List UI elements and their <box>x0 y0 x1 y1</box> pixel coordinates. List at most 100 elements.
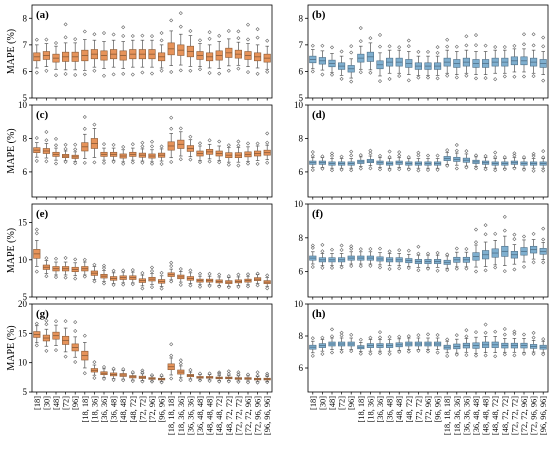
box-outlier <box>207 371 212 376</box>
box-outlier <box>73 72 78 77</box>
box-outlier <box>169 18 174 23</box>
y-tick-label: 10 <box>18 358 28 368</box>
box-outlier <box>531 32 536 37</box>
box-outlier <box>531 153 536 159</box>
box-outlier <box>339 333 344 338</box>
box-outlier <box>101 266 107 271</box>
box-outlier <box>358 153 363 158</box>
y-tick-label: 10 <box>294 100 304 110</box>
box-outlier <box>63 354 68 359</box>
box-outlier <box>377 246 383 251</box>
box-outlier <box>310 353 315 358</box>
box-outlier <box>406 78 411 83</box>
box-outlier <box>473 353 479 358</box>
box-outlier <box>541 35 546 40</box>
box-outlier <box>63 255 68 260</box>
box-outlier <box>387 44 392 49</box>
x-tick-label: [18] <box>309 396 318 410</box>
y-tick-label: 8 <box>299 133 304 143</box>
box-outlier <box>397 167 402 172</box>
x-tick-label: [72, 72, 96] <box>520 396 529 435</box>
box-outlier <box>130 379 135 384</box>
box-outlier <box>34 231 39 236</box>
box-outlier <box>101 263 107 268</box>
box-outlier <box>121 367 126 372</box>
box-outlier <box>92 68 97 73</box>
box-outlier <box>44 138 49 143</box>
x-tick-label: [72, 72] <box>414 396 423 423</box>
box-outlier <box>531 43 536 48</box>
box-outlier <box>339 243 344 248</box>
box-outlier <box>435 50 440 55</box>
box-outlier <box>473 166 479 171</box>
box-outlier <box>53 161 59 166</box>
box-outlier <box>425 349 431 354</box>
box-outlier <box>82 274 87 279</box>
box-outlier <box>531 231 536 236</box>
y-axis-label: MAPE (%) <box>6 128 17 173</box>
box-outlier <box>92 160 97 165</box>
box-outlier <box>473 240 479 245</box>
box-outlier <box>483 43 488 48</box>
box-outlier <box>149 285 155 290</box>
plot-frame <box>307 104 549 198</box>
box-outlier <box>406 334 411 339</box>
box-outlier <box>512 329 517 334</box>
box-outlier <box>349 332 354 337</box>
box-outlier <box>197 378 203 383</box>
box-outlier <box>541 78 546 83</box>
box-outlier <box>502 269 507 274</box>
box-outlier <box>397 73 402 79</box>
box-outlier <box>339 76 344 81</box>
box-outlier <box>368 335 373 340</box>
box-outlier <box>92 262 97 267</box>
box-outlier <box>531 335 536 340</box>
box-outlier <box>531 151 536 156</box>
box-outlier <box>377 351 383 356</box>
box-outlier <box>140 271 145 276</box>
box-outlier <box>34 158 39 163</box>
x-tick-label: [36, 36, 36] <box>462 396 471 435</box>
box-outlier <box>483 322 488 327</box>
box-outlier <box>63 146 68 151</box>
box-outlier <box>454 246 459 251</box>
box-outlier <box>464 149 469 154</box>
box-outlier <box>245 161 251 166</box>
box-outlier <box>178 358 183 363</box>
box-outlier <box>265 273 270 278</box>
box-outlier <box>82 72 87 77</box>
box-outlier <box>169 126 174 131</box>
box-outlier <box>44 159 49 164</box>
box-outlier <box>197 284 203 289</box>
x-tick-label: [96, 96] <box>434 396 443 423</box>
box-outlier <box>178 68 183 73</box>
box-outlier <box>521 74 527 79</box>
box-outlier <box>387 266 392 272</box>
box-outlier <box>226 371 231 376</box>
box-outlier <box>82 126 87 131</box>
box-outlier <box>512 331 517 336</box>
box-outlier <box>111 366 116 371</box>
box-outlier <box>130 370 135 375</box>
box-outlier <box>377 265 383 270</box>
box-outlier <box>368 263 373 268</box>
box-outlier <box>111 72 116 77</box>
box-outlier <box>387 149 392 154</box>
box-outlier <box>531 351 536 356</box>
box-outlier <box>207 138 212 143</box>
box-outlier <box>149 265 155 270</box>
box-outlier <box>226 162 231 167</box>
box-outlier <box>483 330 488 335</box>
box-outlier <box>339 247 344 252</box>
x-tick-label: [48, 72] <box>129 396 138 423</box>
box-outlier <box>541 155 546 160</box>
box-outlier <box>339 49 344 54</box>
box-outlier <box>63 142 68 147</box>
box-outlier <box>217 33 222 38</box>
box-outlier <box>320 166 325 171</box>
box-outlier <box>521 234 527 239</box>
panel-label: (d) <box>312 109 326 121</box>
box-outlier <box>435 167 440 172</box>
box-outlier <box>502 214 507 219</box>
x-tick-label: [36, 48, 48] <box>472 396 481 435</box>
